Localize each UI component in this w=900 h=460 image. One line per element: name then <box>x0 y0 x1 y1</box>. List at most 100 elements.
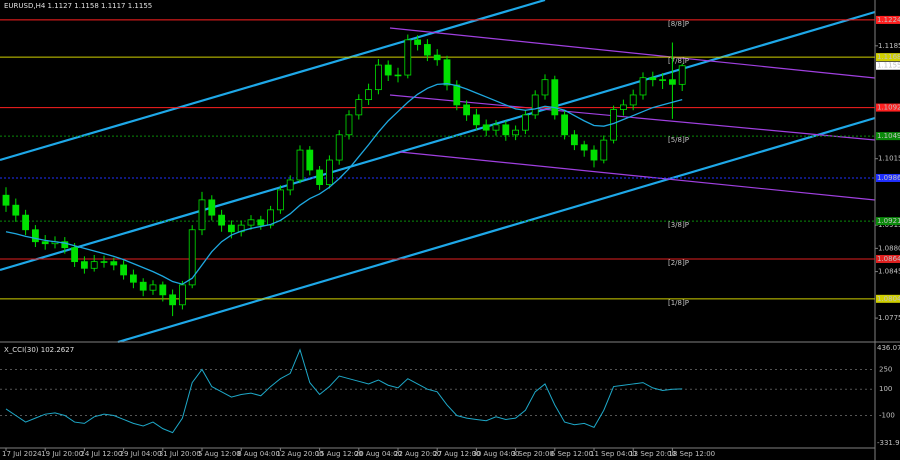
x-tick-label: 20 Aug 04:00 <box>355 450 402 458</box>
candle-body <box>22 214 30 231</box>
level-price: 1.0864 <box>877 255 900 263</box>
level-price: 1.0921 <box>877 217 900 225</box>
candle-body <box>463 104 471 116</box>
candle-body <box>531 94 539 116</box>
candle-body <box>159 284 167 296</box>
level-price-box <box>876 103 900 112</box>
candle-body <box>580 144 588 151</box>
channel-middle <box>0 10 876 272</box>
x-tick-label: 6 Sep 12:00 <box>551 450 593 458</box>
current-price-box <box>876 61 900 70</box>
candle-body <box>110 261 118 266</box>
y-tick-label: 1.1185 <box>878 42 900 50</box>
moving-average <box>5 83 683 285</box>
candle-body <box>472 114 480 126</box>
x-tick-label: 29 Jul 04:00 <box>120 450 162 458</box>
candle-body <box>345 114 353 136</box>
level-price-box <box>876 294 900 303</box>
y-tick-label: 1.1015 <box>878 155 900 163</box>
candle-body <box>590 149 598 161</box>
y-tick-label: 1.0845 <box>878 268 900 276</box>
candle-body <box>120 264 127 276</box>
candle-body <box>571 134 578 146</box>
purple-lower <box>399 151 876 201</box>
level-price: 1.1049 <box>877 132 900 140</box>
level-price-box <box>876 15 900 24</box>
level-tag: [1/8]P <box>668 299 689 307</box>
candle-body <box>325 159 333 186</box>
candle-body <box>169 294 177 306</box>
purple-middle <box>389 94 876 141</box>
candle-body <box>453 84 461 106</box>
candle-body <box>423 44 431 56</box>
candle-body <box>374 64 382 91</box>
purple-channel <box>389 27 876 201</box>
current-price: 1.1155 <box>877 62 900 70</box>
level-tag: [2/8]P <box>668 259 689 267</box>
candle-body <box>678 65 686 85</box>
candle-body <box>669 79 676 85</box>
level-tag: [3/8]P <box>668 221 689 229</box>
last-open: 1.1127 <box>48 2 73 10</box>
channel-lower <box>117 116 876 344</box>
candle-body <box>41 241 49 245</box>
candle-body <box>365 89 373 101</box>
last-high: 1.1158 <box>74 2 99 10</box>
candle-body <box>649 77 657 81</box>
y-tick-label: 1.0775 <box>878 314 900 322</box>
candle-body <box>433 54 441 61</box>
level-price-box <box>876 132 900 141</box>
candle-body <box>306 149 314 171</box>
indicator-header: X_CCI(30) 102.2627 <box>4 346 74 354</box>
candle-body <box>384 64 392 76</box>
x-tick-label: 5 Aug 12:00 <box>198 450 241 458</box>
indicator-tick-label: 250 <box>879 365 892 373</box>
candle-body <box>492 124 500 131</box>
indicator-tick-label: 100 <box>879 385 892 393</box>
candle-body <box>551 79 559 116</box>
level-price-box <box>876 217 900 226</box>
level-tag: [8/8]P <box>668 20 689 28</box>
candle-body <box>198 199 206 231</box>
candle-body <box>2 194 10 206</box>
x-tick-label: 17 Jul 2024 <box>2 450 42 458</box>
header: EURUSD,H4 1.1127 1.1158 1.1117 1.1155 <box>4 2 152 10</box>
level-tag: [7/8]P <box>668 57 689 65</box>
candle-body <box>81 261 88 269</box>
indicator-limit-label: -331.9288 <box>877 439 900 447</box>
candle-body <box>218 214 226 226</box>
candle-body <box>394 74 402 77</box>
candle-body <box>355 99 363 116</box>
y-tick-label: 1.0880 <box>878 244 900 252</box>
level-tag: [5/8]P <box>668 136 689 144</box>
candle-body <box>639 77 647 96</box>
candle-body <box>443 59 451 86</box>
candle-body <box>541 79 549 96</box>
candle-body <box>482 124 490 131</box>
regression-channel <box>0 0 876 344</box>
x-tick-label: 19 Jul 20:00 <box>41 450 83 458</box>
candle-body <box>257 219 265 226</box>
x-tick-label: 31 Jul 20:00 <box>159 450 201 458</box>
candle-body <box>629 94 637 106</box>
last-close: 1.1155 <box>128 2 153 10</box>
candle-body <box>522 114 529 131</box>
candle-body <box>286 179 294 191</box>
candle-body <box>512 129 519 136</box>
x-tick-label: 27 Aug 12:00 <box>433 450 480 458</box>
candle-body <box>149 284 157 291</box>
candle-body <box>335 134 343 161</box>
symbol: EURUSD,H4 <box>4 2 46 10</box>
level-price: 1.1168 <box>877 53 900 61</box>
level-price: 1.0804 <box>877 295 900 303</box>
candle-body <box>139 281 147 291</box>
level-price-box <box>876 173 900 182</box>
x-tick-label: 22 Aug 20:00 <box>394 450 441 458</box>
candle-body <box>61 241 69 249</box>
candle-body <box>129 274 137 283</box>
indicator-line <box>5 348 683 434</box>
candle-body <box>71 247 78 263</box>
candle-body <box>247 219 255 226</box>
candle-body <box>561 114 568 136</box>
